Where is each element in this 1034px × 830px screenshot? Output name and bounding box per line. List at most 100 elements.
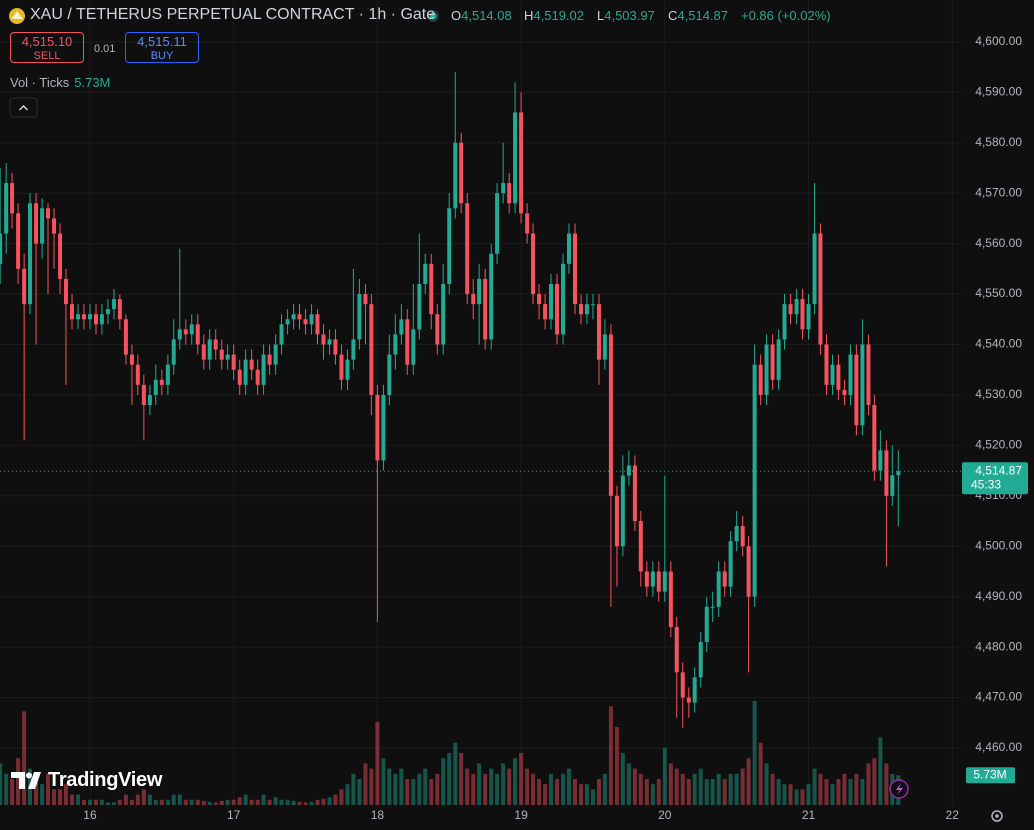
candle-body — [231, 354, 236, 370]
candle-body — [423, 263, 428, 284]
candle-body — [716, 571, 721, 607]
volume-bar — [860, 779, 865, 805]
candle-body — [363, 294, 368, 305]
candle-body — [878, 450, 883, 471]
volume-bar — [728, 773, 733, 805]
volume-bar — [363, 763, 368, 805]
volume-bar — [297, 801, 302, 805]
volume-bar — [477, 763, 482, 805]
volume-bar — [674, 768, 679, 805]
price-change: +0.86 (+0.02%) — [741, 8, 831, 23]
candle-body — [453, 142, 458, 209]
candle-body — [405, 319, 410, 365]
volume-bar — [758, 742, 763, 805]
candle-body — [117, 299, 122, 320]
volume-bar — [63, 784, 68, 805]
volume-bar — [99, 799, 104, 805]
y-tick-label: 4,540.00 — [975, 337, 1022, 351]
volume-bar — [201, 800, 206, 805]
candle-body — [477, 278, 482, 305]
candle-body — [81, 314, 86, 320]
status-dot — [429, 12, 437, 20]
sell-price: 4,515.10 — [21, 34, 73, 49]
candle-body — [848, 354, 853, 395]
volume-bar — [668, 763, 673, 805]
candle-body — [177, 329, 182, 340]
candle-body — [782, 304, 787, 340]
candle-body — [722, 571, 727, 587]
volume-bar — [369, 768, 374, 805]
volume-bar — [848, 779, 853, 805]
candle-body — [417, 283, 422, 330]
y-tick-label: 4,590.00 — [975, 84, 1022, 98]
sell-label: SELL — [33, 50, 61, 62]
y-tick-label: 4,530.00 — [975, 387, 1022, 401]
volume-bar — [561, 773, 566, 805]
candle-body — [399, 319, 404, 335]
logo-mark — [11, 772, 25, 789]
ohlc-high: H4,519.02 — [524, 8, 584, 23]
candle-body — [171, 339, 176, 365]
volume-bar — [453, 742, 458, 805]
candle-body — [656, 571, 661, 592]
spread: 0.01 — [94, 43, 116, 55]
settings-icon — [995, 814, 999, 818]
symbol-title: XAU / TETHERUS PERPETUAL CONTRACT · 1h ·… — [30, 6, 436, 23]
volume-bar — [722, 779, 727, 805]
candle-body — [489, 253, 494, 340]
volume-bar — [381, 758, 386, 805]
candle-body — [345, 359, 350, 380]
settings-button[interactable] — [991, 810, 1003, 822]
volume-bar — [249, 799, 254, 805]
volume-bar — [531, 773, 536, 805]
volume-bar — [584, 784, 589, 805]
candle-body — [351, 339, 356, 360]
candle-body — [327, 339, 332, 345]
volume-bar — [872, 758, 877, 805]
candle-body — [608, 334, 613, 496]
volume-bar — [830, 784, 835, 805]
volume-bar — [555, 779, 560, 805]
volume-bar — [686, 779, 691, 805]
countdown: 45:33 — [971, 477, 1001, 491]
volume-bar — [423, 768, 428, 805]
y-tick-label: 4,480.00 — [975, 639, 1022, 653]
candle-body — [525, 213, 530, 234]
collapse-button[interactable] — [9, 97, 38, 118]
candle-body — [806, 304, 811, 330]
volume-bar — [698, 768, 703, 805]
y-tick-label: 4,460.00 — [975, 740, 1022, 754]
candle-body — [153, 379, 158, 395]
buy-label: BUY — [150, 50, 174, 62]
volume-bar — [40, 784, 45, 805]
ohlc-value: 4,514.87 — [677, 8, 728, 23]
candle-body — [225, 354, 230, 360]
ohlc-value: 4,514.08 — [461, 8, 512, 23]
candle-body — [884, 450, 889, 496]
candle-body — [0, 233, 3, 264]
volume-bar — [321, 798, 326, 805]
volume-bar — [483, 773, 488, 805]
candle-body — [381, 394, 386, 461]
volume-bar — [459, 753, 464, 805]
candle-body — [698, 642, 703, 678]
volume-bar — [10, 779, 15, 805]
candle-body — [555, 283, 560, 335]
volume-bar — [195, 799, 200, 805]
candle-body — [34, 203, 39, 244]
volume-bar — [812, 768, 817, 805]
buy-button[interactable]: 4,515.11 BUY — [125, 32, 199, 63]
volume-bar — [4, 773, 9, 805]
candle-body — [501, 183, 506, 194]
candle-body — [213, 339, 218, 350]
volume-bar — [740, 768, 745, 805]
y-tick-label: 4,500.00 — [975, 538, 1022, 552]
candle-body — [680, 672, 685, 698]
candle-body — [692, 677, 697, 703]
candle-body — [818, 233, 823, 345]
sell-button[interactable]: 4,515.10 SELL — [10, 32, 84, 63]
candle-body — [10, 183, 15, 214]
volume-bar — [752, 701, 757, 805]
volume-bar — [225, 799, 230, 805]
candle-body — [123, 319, 128, 355]
